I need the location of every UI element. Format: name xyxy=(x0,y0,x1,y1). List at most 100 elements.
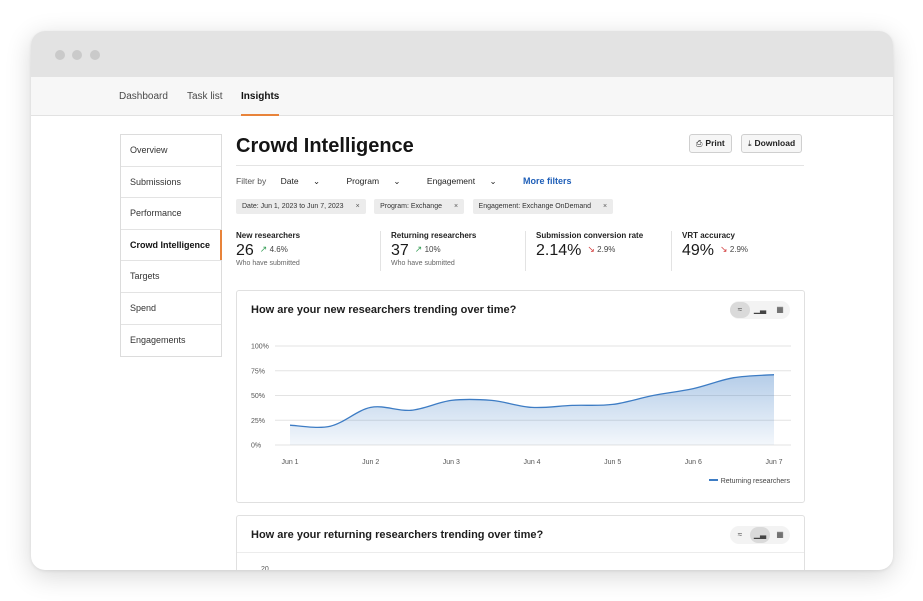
x-tick-label: Jun 7 xyxy=(765,459,782,466)
engagement-filter-dropdown[interactable]: Engagement ⌄ xyxy=(427,176,509,186)
metric-value: 26 xyxy=(236,242,254,259)
page-title: Crowd Intelligence xyxy=(236,135,414,157)
line-chart-icon[interactable]: ≈ xyxy=(730,302,750,318)
sidebar-item-spend[interactable]: Spend xyxy=(121,293,221,325)
y-tick-label: 75% xyxy=(251,368,265,375)
trend-up-icon: ↗ xyxy=(414,244,423,254)
window-minimize-dot[interactable] xyxy=(72,50,82,60)
filter-chip-date: Date: Jun 1, 2023 to Jun 7, 2023 × xyxy=(236,199,366,214)
download-label: Download xyxy=(754,138,796,148)
window-titlebar xyxy=(31,31,893,77)
x-tick-label: Jun 6 xyxy=(685,459,702,466)
card-divider xyxy=(237,552,804,553)
program-filter-dropdown[interactable]: Program ⌄ xyxy=(346,176,412,186)
active-filter-chips: Date: Jun 1, 2023 to Jun 7, 2023 × Progra… xyxy=(236,195,617,214)
sidebar-item-crowd-intelligence[interactable]: Crowd Intelligence xyxy=(121,229,222,262)
sidebar: Overview Submissions Performance Crowd I… xyxy=(120,134,222,358)
close-icon[interactable]: × xyxy=(603,203,608,210)
returning-researchers-card: How are your returning researchers trend… xyxy=(236,515,805,570)
x-tick-label: Jun 5 xyxy=(604,459,621,466)
legend-label: Returning researchers xyxy=(720,478,790,485)
download-button[interactable]: ⤓ Download xyxy=(741,134,803,153)
metric-new-researchers: New researchers 26 ↗ 4.6% Who have submit… xyxy=(236,231,379,271)
window-close-dot[interactable] xyxy=(55,50,65,60)
metric-delta: 2.9% xyxy=(597,245,616,254)
card-title: How are your returning researchers trend… xyxy=(251,529,544,541)
title-divider xyxy=(236,165,804,166)
window-maximize-dot[interactable] xyxy=(90,50,100,60)
chip-label: Engagement: Exchange OnDemand xyxy=(478,203,592,210)
sidebar-item-submissions[interactable]: Submissions xyxy=(121,167,221,199)
x-tick-label: Jun 1 xyxy=(281,459,298,466)
browser-window: Dashboard Task list Insights Overview Su… xyxy=(31,31,893,570)
metric-label: New researchers xyxy=(236,231,301,240)
sidebar-item-performance[interactable]: Performance xyxy=(121,198,221,230)
bar-chart-icon[interactable]: ▁▃ xyxy=(753,305,767,314)
table-icon[interactable]: ▦ xyxy=(776,530,784,539)
chevron-down-icon: ⌄ xyxy=(489,176,497,186)
filter-bar: Filter by Date ⌄ Program ⌄ Engagement ⌄ … xyxy=(236,176,584,187)
chart-view-toggle: ≈ ▁▃ ▦ xyxy=(730,301,790,319)
y-tick-label: 100% xyxy=(251,344,269,351)
metric-value: 37 xyxy=(391,242,409,259)
metric-vrt-accuracy: VRT accuracy 49% ↘ 2.9% xyxy=(671,231,805,271)
y-tick-label: 20 xyxy=(261,566,269,570)
chevron-down-icon: ⌄ xyxy=(312,176,321,186)
series-area xyxy=(290,374,774,445)
trend-down-icon: ↘ xyxy=(587,244,595,254)
metric-sub: Who have submitted xyxy=(391,260,455,267)
metric-sub: Who have submitted xyxy=(236,260,300,267)
chip-label: Program: Exchange xyxy=(380,203,442,210)
new-researchers-chart: 100% 75% 50% 25% 0% Jun 1 Jun 2 Jun 3 Jun 4 Jun 5… xyxy=(251,344,791,466)
x-tick-label: Jun 4 xyxy=(523,459,540,466)
new-researchers-card: How are your new researchers trending ov… xyxy=(236,290,805,503)
print-label: Print xyxy=(705,138,725,148)
metric-label: VRT accuracy xyxy=(682,231,735,240)
sidebar-item-targets[interactable]: Targets xyxy=(121,261,221,293)
metrics-row: New researchers 26 ↗ 4.6% Who have submit… xyxy=(236,231,806,273)
date-filter-dropdown[interactable]: Date ⌄ xyxy=(281,176,332,186)
download-icon: ⤓ xyxy=(748,139,752,148)
x-tick-label: Jun 3 xyxy=(443,459,460,466)
filter-chip-engagement: Engagement: Exchange OnDemand × xyxy=(472,199,614,214)
y-tick-label: 0% xyxy=(251,443,261,450)
sidebar-item-engagements[interactable]: Engagements xyxy=(130,334,186,345)
close-icon[interactable]: × xyxy=(355,203,360,210)
top-nav: Dashboard Task list Insights xyxy=(31,77,893,116)
tab-task-list[interactable]: Task list xyxy=(187,91,223,102)
date-filter-label: Date xyxy=(280,176,299,186)
metric-delta: 2.9% xyxy=(729,245,749,254)
more-filters-link[interactable]: More filters xyxy=(523,176,572,186)
legend-swatch xyxy=(708,479,718,481)
filter-chip-program: Program: Exchange × xyxy=(374,199,465,214)
line-chart-icon[interactable]: ≈ xyxy=(737,530,743,539)
filter-by-label: Filter by xyxy=(236,176,267,186)
y-tick-label: 25% xyxy=(251,418,265,425)
metric-value: 2.14% xyxy=(536,242,582,259)
series-line xyxy=(289,374,775,428)
printer-icon: ⎙ xyxy=(696,139,703,148)
metric-returning-researchers: Returning researchers 37 ↗ 10% Who have s… xyxy=(380,231,525,271)
tab-insights[interactable]: Insights xyxy=(241,91,280,116)
metric-submission-conversion-rate: Submission conversion rate 2.14% ↘ 2.9% xyxy=(525,231,670,271)
print-button[interactable]: ⎙ Print xyxy=(689,134,732,153)
chart-view-toggle: ≈ ▁▃ ▦ xyxy=(730,526,790,544)
card-title: How are your new researchers trending ov… xyxy=(251,304,517,316)
x-tick-label: Jun 2 xyxy=(362,459,379,466)
trend-down-icon: ↘ xyxy=(720,244,728,254)
y-tick-label: 50% xyxy=(251,393,265,400)
chip-label: Date: Jun 1, 2023 to Jun 7, 2023 xyxy=(242,203,344,210)
close-icon[interactable]: × xyxy=(454,203,459,210)
tab-dashboard[interactable]: Dashboard xyxy=(119,91,168,102)
metric-value: 49% xyxy=(682,242,715,259)
trend-up-icon: ↗ xyxy=(259,244,268,254)
table-icon[interactable]: ▦ xyxy=(776,305,784,314)
program-filter-label: Program xyxy=(346,176,380,186)
metric-label: Submission conversion rate xyxy=(536,231,644,240)
engagement-filter-label: Engagement xyxy=(426,176,476,186)
metric-delta: 4.6% xyxy=(269,245,288,254)
bar-chart-icon[interactable]: ▁▃ xyxy=(750,527,770,543)
sidebar-item-overview[interactable]: Overview xyxy=(121,135,221,167)
chart-legend: Returning researchers xyxy=(708,478,790,485)
